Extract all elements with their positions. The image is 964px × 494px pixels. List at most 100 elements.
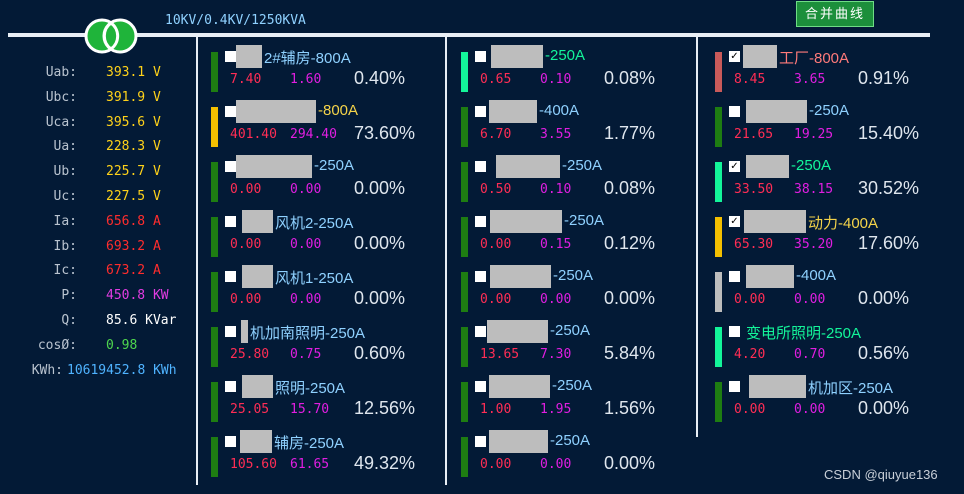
- feeder-checkbox[interactable]: ✓: [729, 161, 740, 172]
- feeder-name: -250A: [553, 267, 594, 284]
- feeder-cell[interactable]: 2#辅房-800A 7.40 1.60 0.40%: [211, 44, 441, 96]
- divider-left: [196, 37, 198, 485]
- feeder-cell[interactable]: 风机1-250A 0.00 0.00 0.00%: [211, 264, 441, 316]
- feeder-cell[interactable]: -250A 13.65 7.30 5.84%: [461, 319, 691, 371]
- measurement-row: Uab: 393.1 V: [0, 65, 196, 87]
- measurement-label: Uca:: [45, 114, 77, 130]
- feeder-checkbox[interactable]: [225, 436, 236, 447]
- feeder-name: -250A: [550, 322, 591, 339]
- feeder-status-bar: [715, 272, 722, 312]
- redacted-name-block: [491, 45, 543, 68]
- feeder-checkbox[interactable]: [475, 51, 486, 62]
- redacted-name-block: [746, 155, 789, 178]
- measurement-row: P: 450.8 KW: [0, 288, 196, 310]
- feeder-cell[interactable]: 照明-250A 25.05 15.70 12.56%: [211, 374, 441, 426]
- feeder-current-value: 7.40: [230, 72, 262, 87]
- feeder-checkbox[interactable]: [729, 326, 740, 337]
- feeder-checkbox[interactable]: [225, 271, 236, 282]
- feeder-checkbox[interactable]: [475, 436, 486, 447]
- feeder-load-percent: 0.91%: [858, 68, 910, 88]
- feeder-name: -250A: [552, 377, 593, 394]
- feeder-cell[interactable]: -250A 1.00 1.95 1.56%: [461, 374, 691, 426]
- feeder-cell[interactable]: -250A 0.00 0.00 0.00%: [461, 264, 691, 316]
- feeder-checkbox[interactable]: ✓: [729, 51, 740, 62]
- feeder-load-percent: 0.00%: [354, 288, 406, 308]
- redacted-name-block: [490, 265, 551, 288]
- feeder-name: -250A: [550, 432, 591, 449]
- redacted-name-block: [744, 210, 806, 233]
- feeder-checkbox[interactable]: ✓: [729, 216, 740, 227]
- feeder-checkbox[interactable]: [225, 161, 236, 172]
- feeder-checkbox[interactable]: [475, 326, 486, 337]
- feeder-cell[interactable]: -250A 0.00 0.00 0.00%: [461, 429, 691, 481]
- feeder-cell[interactable]: -250A 0.50 0.10 0.08%: [461, 154, 691, 206]
- measurement-row: KWh: 10619452.8 KWh: [0, 363, 196, 385]
- feeder-load-percent: 0.60%: [354, 343, 406, 363]
- feeder-name: -250A: [791, 157, 832, 174]
- feeder-current-value: 1.00: [480, 402, 512, 417]
- feeder-current-value: 25.05: [230, 402, 270, 417]
- feeder-cell[interactable]: -800A 401.40 294.40 73.60%: [211, 99, 441, 151]
- feeder-checkbox[interactable]: [475, 216, 486, 227]
- divider-right: [696, 37, 698, 437]
- feeder-checkbox[interactable]: [475, 271, 486, 282]
- feeder-checkbox[interactable]: [225, 381, 236, 392]
- feeder-cell[interactable]: -250A 0.00 0.00 0.00%: [211, 154, 441, 206]
- feeder-name: -400A: [796, 267, 837, 284]
- main-busbar: [8, 33, 930, 37]
- feeder-status-bar: [211, 382, 218, 422]
- feeder-current-value: 0.00: [230, 237, 262, 252]
- redacted-name-block: [746, 100, 807, 123]
- feeder-load-percent: 0.08%: [604, 178, 656, 198]
- feeder-name: 动力-400A: [808, 215, 879, 232]
- feeder-power-value: 0.00: [540, 457, 572, 472]
- feeder-checkbox[interactable]: [225, 106, 236, 117]
- feeder-name: -250A: [564, 212, 605, 229]
- redacted-name-block: [242, 265, 273, 288]
- redacted-name-block: [240, 430, 272, 453]
- feeder-checkbox[interactable]: [475, 381, 486, 392]
- redacted-name-block: [242, 375, 273, 398]
- measurement-label: Ib:: [53, 238, 77, 254]
- feeder-checkbox[interactable]: [729, 106, 740, 117]
- feeder-cell[interactable]: ✓ -250A 33.50 38.15 30.52%: [715, 154, 945, 206]
- feeder-current-value: 0.00: [480, 292, 512, 307]
- feeder-checkbox[interactable]: [475, 106, 486, 117]
- measurement-row: Ic: 673.2 A: [0, 263, 196, 285]
- feeder-checkbox[interactable]: [225, 51, 236, 62]
- measurement-row: Q: 85.6 KVar: [0, 313, 196, 335]
- measurement-value: 227.5 V: [106, 189, 161, 204]
- feeder-load-percent: 30.52%: [858, 178, 920, 198]
- feeder-power-value: 35.20: [794, 237, 834, 252]
- feeder-checkbox[interactable]: [729, 271, 740, 282]
- feeder-status-bar: [211, 217, 218, 257]
- feeder-cell[interactable]: -400A 6.70 3.55 1.77%: [461, 99, 691, 151]
- feeder-cell[interactable]: -400A 0.00 0.00 0.00%: [715, 264, 945, 316]
- feeder-cell[interactable]: ✓ 工厂-800A 8.45 3.65 0.91%: [715, 44, 945, 96]
- feeder-checkbox[interactable]: [225, 326, 236, 337]
- measurement-row: Ub: 225.7 V: [0, 164, 196, 186]
- feeder-name: -250A: [562, 157, 603, 174]
- feeder-checkbox[interactable]: [475, 161, 486, 172]
- feeder-checkbox[interactable]: [225, 216, 236, 227]
- feeder-power-value: 294.40: [290, 127, 337, 142]
- feeder-cell[interactable]: 机加区-250A 0.00 0.00 0.00%: [715, 374, 945, 426]
- feeder-power-value: 19.25: [794, 127, 834, 142]
- measurement-value: 0.98: [106, 337, 138, 353]
- feeder-cell[interactable]: -250A 0.00 0.15 0.12%: [461, 209, 691, 261]
- feeder-cell[interactable]: ✓ 动力-400A 65.30 35.20 17.60%: [715, 209, 945, 261]
- feeder-name: 2#辅房-800A: [264, 50, 351, 67]
- feeder-load-percent: 1.77%: [604, 123, 656, 143]
- feeder-checkbox[interactable]: [729, 381, 740, 392]
- measurement-label: Ub:: [53, 164, 77, 180]
- feeder-cell[interactable]: -250A 21.65 19.25 15.40%: [715, 99, 945, 151]
- measurement-value: 228.3 V: [106, 139, 161, 155]
- feeder-cell[interactable]: -250A 0.65 0.10 0.08%: [461, 44, 691, 96]
- feeder-cell[interactable]: 变电所照明-250A 4.20 0.70 0.56%: [715, 319, 945, 371]
- measurement-label: Uab:: [45, 65, 77, 80]
- feeder-cell[interactable]: 辅房-250A 105.60 61.65 49.32%: [211, 429, 441, 481]
- merge-curves-button[interactable]: 合并曲线: [796, 1, 874, 27]
- measurement-row: cosØ: 0.98: [0, 338, 196, 360]
- feeder-cell[interactable]: 风机2-250A 0.00 0.00 0.00%: [211, 209, 441, 261]
- feeder-cell[interactable]: 机加南照明-250A 25.80 0.75 0.60%: [211, 319, 441, 371]
